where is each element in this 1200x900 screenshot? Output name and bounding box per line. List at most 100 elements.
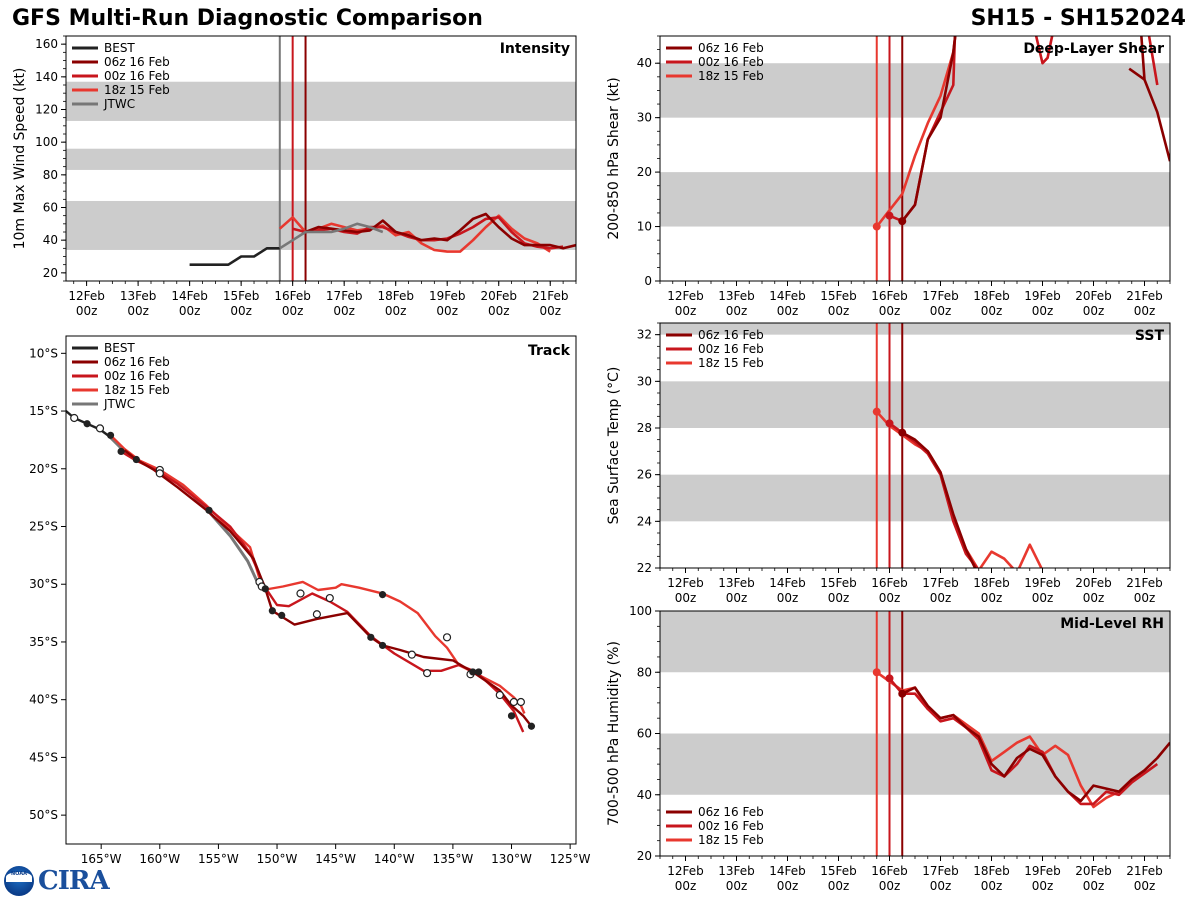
track-marker-filled: [106, 431, 115, 439]
track-marker-filled: [367, 633, 375, 641]
rh-xtick-label: 00z: [828, 879, 850, 893]
shear-xtick-label: 00z: [828, 304, 850, 318]
shear-series-06z-16-feb: [901, 36, 1170, 222]
sst-legend-label: 18z 15 Feb: [698, 356, 764, 370]
track-marker-filled: [261, 585, 269, 593]
track-ytick-label: 25°S: [29, 520, 58, 534]
rh-xtick-label: 17Feb: [922, 864, 959, 878]
intensity-ytick-label: 60: [43, 201, 58, 215]
track-marker-filled: [378, 641, 387, 650]
rh-xtick-label: 00z: [930, 879, 952, 893]
intensity-xtick-label: 17Feb: [326, 289, 363, 303]
panel-intensity: 2040608010012014016012Feb00z13Feb00z14Fe…: [12, 35, 577, 318]
track-xtick-label: 160°W: [139, 852, 180, 866]
intensity-ytick-label: 120: [35, 103, 58, 117]
intensity-ytick-label: 100: [35, 135, 58, 149]
shear-xtick-label: 00z: [675, 304, 697, 318]
figure-title-left: GFS Multi-Run Diagnostic Comparison: [12, 6, 483, 31]
track-marker-open: [155, 469, 164, 478]
sst-xtick-label: 17Feb: [922, 576, 959, 590]
intensity-legend-label: 00z 16 Feb: [104, 69, 170, 83]
track-ytick-label: 45°S: [29, 750, 58, 764]
sst-xtick-label: 00z: [981, 591, 1003, 605]
track-xtick-label: 155°W: [198, 852, 239, 866]
shear-ytick-label: 10: [637, 220, 652, 234]
figure-title-right: SH15 - SH152024: [970, 6, 1186, 31]
sst-xtick-label: 20Feb: [1075, 576, 1112, 590]
track-marker-filled: [278, 611, 286, 620]
intensity-xtick-label: 16Feb: [274, 289, 311, 303]
intensity-xtick-label: 15Feb: [223, 289, 260, 303]
track-marker-filled: [378, 591, 387, 599]
intensity-xtick-label: 12Feb: [68, 289, 105, 303]
cira-logo: CIRA: [38, 866, 110, 896]
shear-band-1: [660, 63, 1170, 118]
intensity-series-06z-16-feb: [305, 212, 576, 250]
shear-ytick-label: 20: [637, 165, 652, 179]
track-marker-open: [296, 589, 305, 598]
sst-xtick-label: 12Feb: [667, 576, 704, 590]
rh-band-1: [660, 611, 1170, 673]
shear-xtick-label: 16Feb: [871, 289, 908, 303]
track-series-00z-16-feb: [120, 450, 525, 733]
sst-band-0: [660, 474, 1170, 522]
track-marker-filled: [469, 668, 477, 676]
track-legend-label: 18z 15 Feb: [104, 383, 170, 397]
sst-xtick-label: 00z: [675, 591, 697, 605]
track-xtick-label: 145°W: [315, 852, 356, 866]
sst-xtick-label: 00z: [879, 591, 901, 605]
rh-xtick-label: 21Feb: [1126, 864, 1163, 878]
shear-xtick-label: 00z: [726, 304, 748, 318]
track-legend-label: JTWC: [103, 397, 135, 411]
intensity-ytick-label: 160: [35, 37, 58, 51]
track-ytick-label: 10°S: [29, 346, 58, 360]
track-xtick-label: 140°W: [374, 852, 415, 866]
track-ytick-label: 30°S: [29, 577, 58, 591]
shear-ylabel: 200-850 hPa Shear (kt): [606, 77, 622, 239]
intensity-xtick-label: 00z: [488, 304, 510, 318]
sst-xtick-label: 16Feb: [871, 576, 908, 590]
intensity-band-1: [66, 148, 576, 170]
shear-marker-1: [885, 211, 894, 220]
track-panel-title: Track: [528, 343, 571, 359]
track-xtick-label: 135°W: [433, 852, 474, 866]
intensity-legend-label: 18z 15 Feb: [104, 83, 170, 97]
shear-series-06z-16-feb-b: [1128, 67, 1146, 81]
rh-marker-2: [898, 689, 907, 698]
shear-xtick-label: 00z: [1032, 304, 1054, 318]
shear-xtick-label: 13Feb: [718, 289, 755, 303]
rh-xtick-label: 00z: [1083, 879, 1105, 893]
track-marker-open: [509, 697, 518, 707]
rh-ytick-label: 60: [637, 727, 652, 741]
shear-ytick-label: 40: [637, 56, 652, 70]
intensity-ytick-label: 80: [43, 168, 58, 182]
rh-ytick-label: 100: [629, 604, 652, 618]
track-marker-open: [70, 413, 79, 423]
rh-ylabel: 700-500 hPa Humidity (%): [606, 641, 622, 826]
rh-xtick-label: 18Feb: [973, 864, 1010, 878]
track-marker-filled: [205, 506, 213, 514]
intensity-xtick-label: 00z: [76, 304, 98, 318]
sst-ytick-label: 30: [637, 374, 652, 388]
sst-ytick-label: 32: [637, 328, 652, 342]
shear-legend-label: 18z 15 Feb: [698, 69, 764, 83]
intensity-legend-label: 06z 16 Feb: [104, 55, 170, 69]
rh-legend-label: 00z 16 Feb: [698, 819, 764, 833]
sst-xtick-label: 15Feb: [820, 576, 857, 590]
sst-legend-label: 00z 16 Feb: [698, 342, 764, 356]
sst-xtick-label: 00z: [1134, 591, 1156, 605]
intensity-xtick-label: 18Feb: [377, 289, 414, 303]
rh-xtick-label: 00z: [726, 879, 748, 893]
shear-xtick-label: 15Feb: [820, 289, 857, 303]
sst-band-2: [660, 323, 1170, 335]
intensity-panel-title: Intensity: [500, 41, 570, 57]
rh-xtick-label: 00z: [879, 879, 901, 893]
rh-xtick-label: 15Feb: [820, 864, 857, 878]
rh-xtick-label: 14Feb: [769, 864, 806, 878]
shear-xtick-label: 17Feb: [922, 289, 959, 303]
sst-marker-0: [872, 407, 881, 416]
rh-legend-label: 18z 15 Feb: [698, 833, 764, 847]
rh-xtick-label: 20Feb: [1075, 864, 1112, 878]
track-marker-open: [516, 697, 525, 707]
